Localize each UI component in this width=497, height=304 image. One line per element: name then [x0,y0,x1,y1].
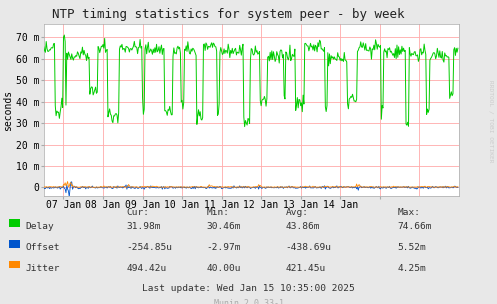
Text: RRDTOOL / TOBI OETIKER: RRDTOOL / TOBI OETIKER [489,80,494,163]
Text: Cur:: Cur: [127,208,150,217]
Text: 31.98m: 31.98m [127,222,161,231]
Text: 494.42u: 494.42u [127,264,167,273]
Text: Jitter: Jitter [26,264,60,273]
Text: Delay: Delay [26,222,55,231]
Text: 40.00u: 40.00u [206,264,241,273]
Text: 5.52m: 5.52m [398,243,426,252]
Text: NTP timing statistics for system peer - by week: NTP timing statistics for system peer - … [52,8,405,21]
Text: Last update: Wed Jan 15 10:35:00 2025: Last update: Wed Jan 15 10:35:00 2025 [142,284,355,293]
Text: 4.25m: 4.25m [398,264,426,273]
Text: Avg:: Avg: [286,208,309,217]
Text: Min:: Min: [206,208,229,217]
Text: 30.46m: 30.46m [206,222,241,231]
Text: Max:: Max: [398,208,420,217]
Y-axis label: seconds: seconds [3,90,13,131]
Text: 421.45u: 421.45u [286,264,326,273]
Text: 74.66m: 74.66m [398,222,432,231]
Text: -254.85u: -254.85u [127,243,173,252]
Text: Offset: Offset [26,243,60,252]
Text: 43.86m: 43.86m [286,222,320,231]
Text: -438.69u: -438.69u [286,243,332,252]
Text: -2.97m: -2.97m [206,243,241,252]
Text: Munin 2.0.33-1: Munin 2.0.33-1 [214,299,283,304]
